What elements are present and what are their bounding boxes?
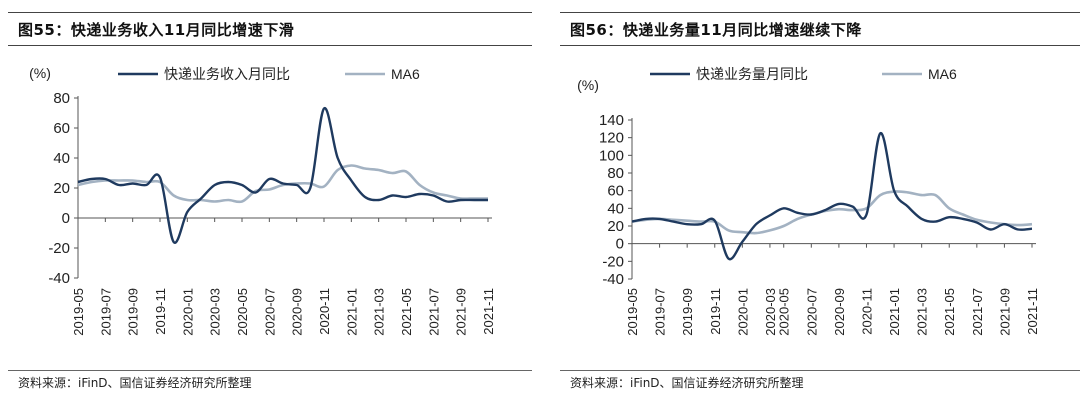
x-tick-label: 2019-09	[126, 288, 141, 336]
x-tick-label: 2020-05	[235, 288, 250, 336]
x-tick-label: 2020-09	[290, 288, 305, 336]
y-tick-label: -40	[602, 271, 624, 288]
y-axis-label: (%)	[29, 65, 51, 81]
y-tick-label: 60	[53, 120, 70, 137]
bottom-rule	[560, 370, 1080, 371]
x-tick-label: 2020-03	[763, 288, 778, 336]
x-tick-label: 2019-07	[98, 288, 113, 336]
y-tick-label: 80	[607, 165, 624, 182]
y-tick-label: 60	[607, 183, 624, 200]
bottom-rule	[8, 370, 532, 371]
y-tick-label: -40	[48, 270, 70, 287]
chart-panel-left: 图55：快递业务收入11月同比增速下滑 (%) -40 -20 0 20 40 60 80 20…	[0, 0, 532, 402]
y-axis-label: (%)	[577, 77, 599, 93]
x-tick-label: 2020-11	[859, 288, 874, 335]
series-line-main	[631, 132, 1033, 261]
chart-title-bar: 图56：快递业务量11月同比增速继续下降	[560, 12, 1080, 46]
x-tick-label: 2020-05	[777, 288, 792, 336]
x-tick-label: 2019-05	[71, 288, 86, 336]
x-tick-label: 2021-09	[997, 288, 1012, 336]
x-tick-label: 2021-05	[399, 288, 414, 336]
y-tick-label: 0	[62, 210, 70, 227]
x-tick-label: 2021-11	[1025, 288, 1040, 335]
legend-label: MA6	[928, 66, 957, 82]
y-tick-label: 0	[616, 236, 624, 253]
x-tick-label: 2021-07	[970, 288, 985, 336]
y-tick-label: 20	[53, 180, 70, 197]
y-tick-label: 140	[599, 112, 624, 129]
x-tick-label: 2019-05	[625, 288, 640, 336]
x-tick-label: 2020-07	[262, 288, 277, 336]
x-tick-label: 2019-09	[680, 288, 695, 336]
y-tick-label: -20	[48, 240, 70, 257]
x-tick-label: 2021-01	[887, 288, 902, 336]
x-tick-label: 2021-03	[372, 288, 387, 336]
y-tick-label: 40	[53, 150, 70, 167]
series-line-ma6	[631, 190, 1033, 235]
x-tick-label: 2019-07	[653, 288, 668, 336]
y-tick-label: 40	[607, 200, 624, 217]
x-tick-label: 2019-11	[153, 288, 168, 335]
x-tick-label: 2020-03	[208, 288, 223, 336]
series-line-ma6	[77, 164, 488, 204]
y-tick-label: 20	[607, 218, 624, 235]
x-tick-label: 2020-07	[804, 288, 819, 336]
x-tick-label: 2021-03	[915, 288, 930, 336]
legend-label: MA6	[391, 66, 420, 82]
x-tick-label: 2021-01	[344, 288, 359, 336]
y-tick-label: -20	[602, 253, 624, 270]
chart-title: 图56：快递业务量11月同比增速继续下降	[570, 20, 862, 39]
x-tick-label: 2020-09	[832, 288, 847, 336]
x-tick-label: 2019-11	[708, 288, 723, 335]
x-tick-label: 2021-09	[454, 288, 469, 336]
y-tick-label: 120	[599, 130, 624, 147]
x-tick-label: 2021-11	[481, 288, 496, 335]
chart-title-bar: 图55：快递业务收入11月同比增速下滑	[8, 12, 532, 46]
x-tick-label: 2020-01	[180, 288, 195, 336]
series-line-main	[77, 107, 488, 244]
y-tick-label: 100	[599, 147, 624, 164]
source-note: 资料来源：iFinD、国信证券经济研究所整理	[18, 376, 252, 390]
chart-title: 图55：快递业务收入11月同比增速下滑	[18, 20, 295, 39]
chart-plot-area: (%) -40 -20 0 20 40 60 80 2019-05 2019-07 2019-09 2…	[29, 65, 496, 336]
x-tick-label: 2021-05	[942, 288, 957, 336]
x-tick-label: 2020-01	[735, 288, 750, 336]
chart-panel-right: 图56：快递业务量11月同比增速继续下降 (%) -40 -20 0 20 40 60 80 1…	[552, 0, 1080, 402]
y-tick-label: 80	[53, 90, 70, 107]
x-tick-label: 2021-07	[426, 288, 441, 336]
source-note: 资料来源：iFinD、国信证券经济研究所整理	[570, 376, 804, 390]
x-tick-label: 2020-11	[317, 288, 332, 335]
legend-label: 快递业务量月同比	[696, 66, 808, 82]
legend-label: 快递业务收入月同比	[164, 66, 290, 82]
